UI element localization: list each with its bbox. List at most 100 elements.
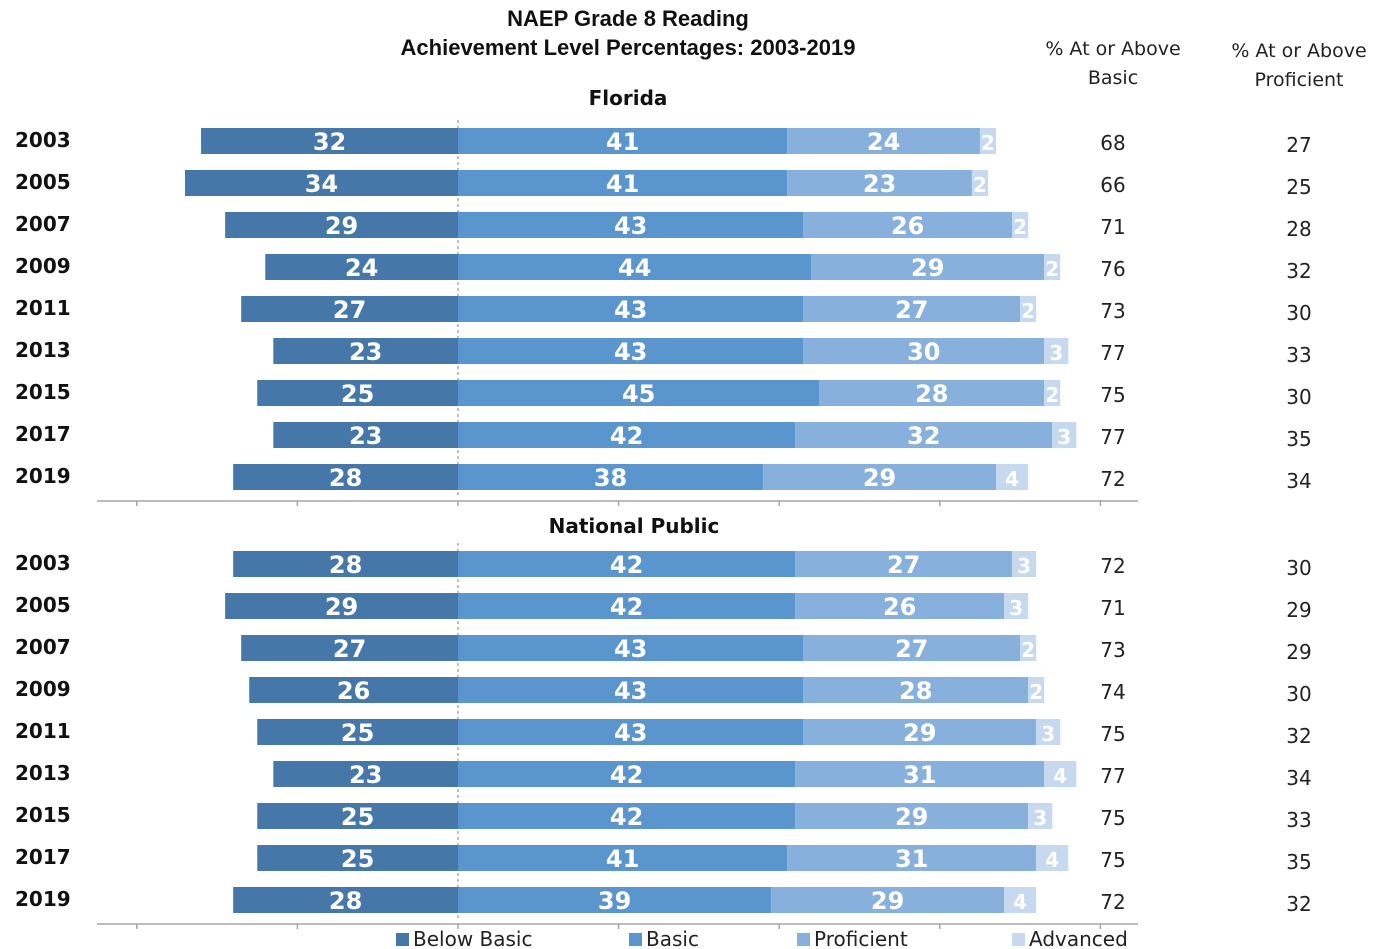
at-or-above-proficient-value: 34 (1286, 469, 1311, 493)
proficient-bar (787, 170, 972, 196)
proficient-value-label: 31 (903, 761, 936, 789)
basic-value-label: 45 (622, 380, 655, 408)
year-label: 2007 (15, 212, 71, 236)
year-label: 2009 (15, 677, 71, 701)
advanced-bar (1020, 635, 1037, 661)
at-or-above-proficient-value: 34 (1286, 766, 1311, 790)
at-or-above-proficient-value: 30 (1286, 556, 1311, 580)
advanced-bar (971, 170, 988, 196)
basic-value-label: 43 (614, 338, 647, 366)
at-or-above-proficient-value: 30 (1286, 301, 1311, 325)
at-or-above-proficient-value: 30 (1286, 682, 1311, 706)
year-label: 2011 (15, 719, 71, 743)
at-or-above-basic-value: 71 (1100, 596, 1125, 620)
at-or-above-basic-value: 76 (1100, 257, 1125, 281)
advanced-value-label: 3 (1057, 425, 1071, 449)
basic-value-label: 42 (610, 761, 643, 789)
below-basic-value-label: 28 (329, 551, 362, 579)
legend-item: Basic (629, 927, 699, 949)
basic-bar (458, 128, 788, 154)
basic-value-label: 43 (614, 677, 647, 705)
basic-bar (458, 254, 812, 280)
basic-value-label: 42 (610, 803, 643, 831)
advanced-value-label: 4 (1013, 890, 1027, 914)
bar-row-2015: 2015 25 45 28 2 75 30 (15, 380, 1312, 409)
bar-row-2007: 2007 29 43 26 2 71 28 (15, 212, 1312, 241)
year-label: 2015 (15, 803, 71, 827)
proficient-column-header-line2: Proficient (1254, 69, 1343, 91)
legend-item: Advanced (1012, 927, 1128, 949)
advanced-value-label: 3 (1033, 806, 1047, 830)
proficient-bar (819, 380, 1045, 406)
basic-bar (458, 593, 796, 619)
advanced-value-label: 3 (1049, 341, 1063, 365)
legend-label: Proficient (814, 927, 908, 949)
advanced-value-label: 4 (1005, 467, 1019, 491)
proficient-bar (795, 803, 1029, 829)
bar-row-2003: 2003 28 42 27 3 72 30 (15, 551, 1312, 580)
proficient-value-label: 24 (867, 128, 900, 156)
below-basic-bar (273, 338, 458, 364)
at-or-above-basic-value: 71 (1100, 215, 1125, 239)
panel-title-national-public: National Public (549, 514, 720, 538)
proficient-value-label: 31 (895, 845, 928, 873)
advanced-bar (1020, 296, 1037, 322)
advanced-bar (1036, 845, 1069, 871)
bar-row-2005: 2005 29 42 26 3 71 29 (15, 593, 1312, 622)
bar-row-2019: 2019 28 38 29 4 72 34 (15, 464, 1312, 493)
at-or-above-basic-value: 75 (1100, 383, 1125, 407)
below-basic-value-label: 27 (333, 296, 366, 324)
proficient-value-label: 29 (863, 464, 896, 492)
advanced-bar (1004, 887, 1037, 913)
at-or-above-proficient-value: 35 (1286, 850, 1311, 874)
below-basic-value-label: 28 (329, 887, 362, 915)
year-label: 2003 (15, 551, 71, 575)
legend-label: Advanced (1029, 927, 1128, 949)
below-basic-value-label: 29 (325, 593, 358, 621)
at-or-above-basic-value: 72 (1100, 890, 1125, 914)
at-or-above-proficient-value: 33 (1286, 343, 1311, 367)
basic-bar (458, 380, 820, 406)
legend-item: Proficient (797, 927, 908, 949)
below-basic-bar (233, 551, 458, 577)
advanced-bar (1052, 422, 1077, 448)
legend: Below Basic Basic Proficient Advanced (396, 927, 1128, 949)
bar-row-2009: 2009 24 44 29 2 76 32 (15, 254, 1312, 283)
below-basic-bar (249, 677, 458, 703)
proficient-bar (803, 719, 1037, 745)
at-or-above-proficient-value: 25 (1286, 175, 1311, 199)
chart-title-line2: Achievement Level Percentages: 2003-2019 (401, 35, 856, 60)
at-or-above-proficient-value: 30 (1286, 385, 1311, 409)
legend-label: Basic (646, 927, 699, 949)
below-basic-value-label: 32 (313, 128, 346, 156)
below-basic-value-label: 27 (333, 635, 366, 663)
proficient-value-label: 27 (895, 635, 928, 663)
below-basic-value-label: 23 (349, 422, 382, 450)
proficient-column-header-line1: % At or Above (1231, 40, 1366, 62)
proficient-value-label: 32 (907, 422, 940, 450)
at-or-above-basic-value: 68 (1100, 131, 1125, 155)
basic-column-header-line2: Basic (1088, 67, 1138, 89)
advanced-bar (1044, 761, 1077, 787)
proficient-bar (811, 254, 1045, 280)
legend-swatch (629, 933, 642, 946)
bar-row-2017: 2017 23 42 32 3 77 35 (15, 422, 1312, 451)
proficient-value-label: 29 (871, 887, 904, 915)
proficient-bar (763, 464, 997, 490)
below-basic-value-label: 23 (349, 338, 382, 366)
below-basic-value-label: 25 (341, 380, 374, 408)
year-label: 2009 (15, 254, 71, 278)
basic-bar (458, 635, 804, 661)
proficient-bar (803, 296, 1021, 322)
basic-bar (458, 803, 796, 829)
at-or-above-basic-value: 73 (1100, 638, 1125, 662)
proficient-value-label: 29 (903, 719, 936, 747)
advanced-value-label: 3 (1017, 554, 1031, 578)
advanced-bar (1044, 380, 1061, 406)
basic-bar (458, 761, 796, 787)
below-basic-bar (257, 845, 458, 871)
below-basic-value-label: 25 (341, 845, 374, 873)
below-basic-bar (201, 128, 459, 154)
